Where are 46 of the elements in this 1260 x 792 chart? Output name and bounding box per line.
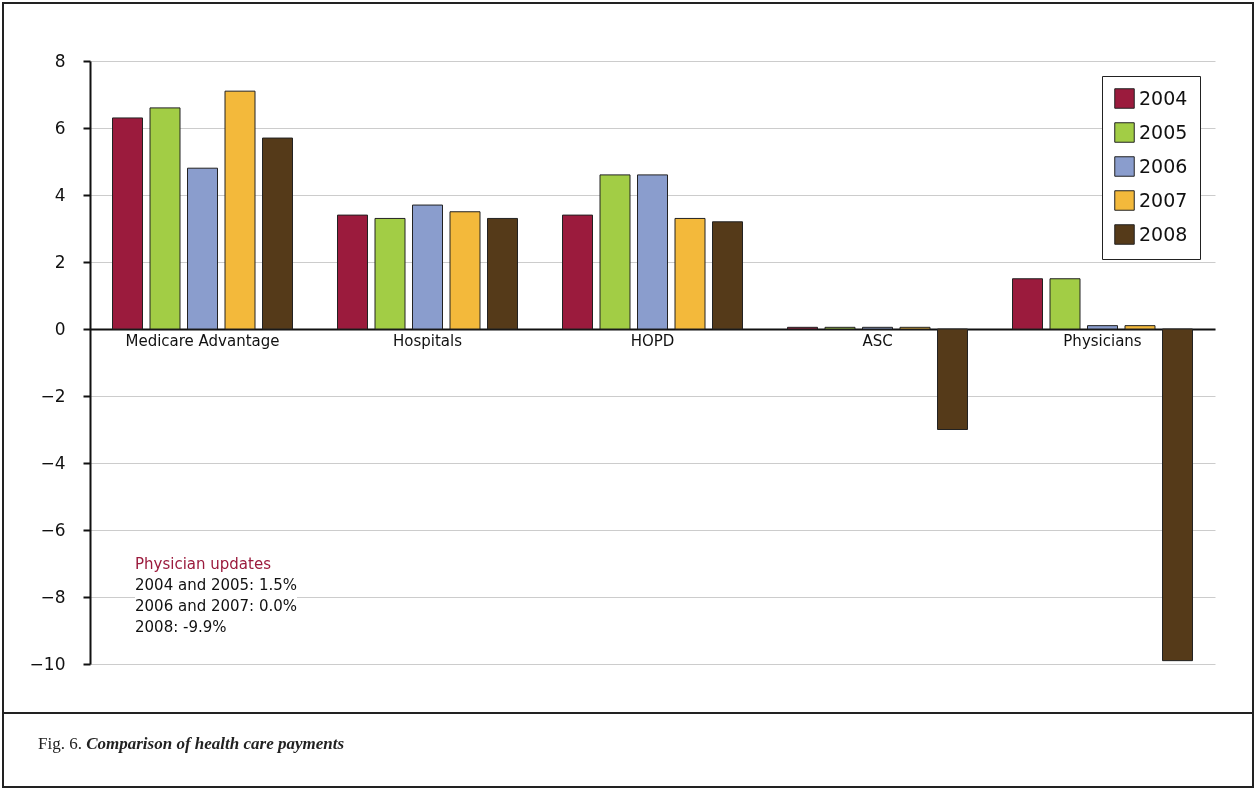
y-tick-label: 0 (54, 318, 66, 339)
bar (637, 174, 668, 330)
y-tick-label: 6 (54, 117, 66, 138)
bar (937, 328, 968, 430)
x-tick-label: Physicians (1063, 331, 1142, 350)
bar (449, 211, 481, 330)
legend-label: 2005 (1139, 120, 1188, 143)
caption: Fig. 6. Comparison of health care payments (38, 734, 345, 753)
y-tick-label: −10 (29, 653, 66, 674)
x-tick-label: HOPD (630, 331, 675, 350)
bar (1049, 278, 1081, 330)
x-tick-label: ASC (862, 331, 893, 350)
y-tick-label: −6 (40, 519, 66, 540)
annotation: 2004 and 2005: 1.5% (135, 575, 298, 596)
y-tick-label: −8 (40, 586, 66, 607)
bar (562, 214, 593, 330)
bar (262, 137, 293, 330)
y-tick-label: 4 (54, 184, 66, 205)
y-tick-label: 2 (54, 251, 66, 272)
bar (674, 217, 706, 330)
bar (1162, 328, 1193, 662)
bar (487, 217, 518, 330)
bar (599, 174, 631, 330)
bar (712, 221, 743, 330)
x-tick-label: Hospitals (392, 331, 463, 350)
x-tick-label: Medicare Advantage (125, 331, 280, 350)
bar (224, 90, 256, 330)
bar (1087, 325, 1118, 330)
legend-label: 2006 (1139, 154, 1188, 177)
annotation: 2008: -9.9% (135, 617, 227, 638)
annotation: 2006 and 2007: 0.0% (135, 596, 298, 617)
y-tick-label: −4 (40, 452, 66, 473)
legend-label: 2008 (1139, 222, 1188, 245)
bar (187, 167, 218, 330)
annotation: Physician updates (135, 554, 271, 575)
bar (374, 217, 406, 330)
bar (337, 214, 368, 330)
bar (1012, 278, 1043, 330)
legend-label: 2004 (1139, 86, 1188, 109)
bar (412, 204, 443, 330)
bar (112, 117, 143, 330)
y-tick-label: −2 (40, 385, 66, 406)
bar (1124, 325, 1156, 330)
y-tick-label: 8 (54, 50, 66, 71)
bar (149, 107, 181, 330)
legend-label: 2007 (1139, 188, 1188, 211)
